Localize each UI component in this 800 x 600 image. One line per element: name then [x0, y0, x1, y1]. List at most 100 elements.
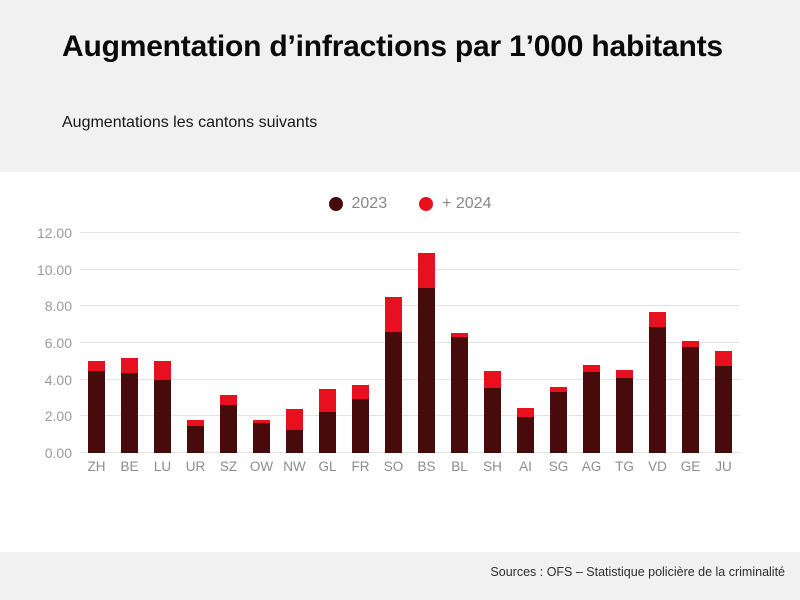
bar-segment-2024	[682, 341, 699, 347]
y-axis-tick-label: 2.00	[44, 408, 72, 425]
gridline	[80, 342, 740, 343]
x-axis-tick-label: TG	[615, 459, 634, 474]
y-axis-tick-label: 4.00	[44, 371, 72, 388]
x-axis-tick-label: AI	[519, 459, 532, 474]
x-axis-tick-label: BL	[451, 459, 468, 474]
chart-legend: 2023 + 2024	[80, 195, 740, 213]
bar-segment-2023	[583, 372, 600, 453]
bar-ag	[583, 365, 600, 453]
legend-dot-2024-icon	[419, 197, 434, 211]
x-axis-tick-label: SO	[383, 459, 404, 474]
chart-panel: 2023 + 2024 ZH BE LU UR SZ OW NW GL FR SO BS BL SH AI…	[0, 172, 800, 552]
bar-segment-2024	[418, 253, 435, 288]
bar-ur	[187, 420, 204, 453]
plot-area: ZH BE LU UR SZ OW NW GL FR SO BS BL SH AI SG AG TG VD GE JU	[80, 232, 740, 474]
bar-zh	[88, 361, 105, 453]
bar-segment-2023	[550, 391, 567, 453]
bar-segment-2024	[385, 297, 402, 332]
bar-segment-2024	[286, 409, 303, 431]
bar-bl	[451, 332, 468, 453]
gridline	[80, 305, 740, 307]
bar-segment-2024	[154, 361, 171, 380]
bar-segment-2024	[649, 311, 666, 327]
bar-segment-2024	[616, 369, 633, 378]
bar-bs	[418, 253, 435, 453]
legend-item-2024: + 2024	[419, 195, 491, 213]
bar-tg	[616, 369, 633, 453]
bar-segment-2023	[517, 417, 534, 453]
bar-segment-2024	[484, 371, 501, 388]
gridline	[80, 415, 740, 417]
bar-segment-2024	[187, 420, 204, 426]
legend-dot-2023-icon	[328, 197, 343, 211]
y-axis-tick-label: 12.00	[36, 225, 72, 241]
bar-segment-2024	[451, 332, 468, 337]
bar-segment-2024	[715, 351, 732, 366]
bar-sz	[220, 395, 237, 453]
bar-ai	[517, 408, 534, 453]
bar-segment-2023	[616, 377, 633, 453]
bar-segment-2023	[418, 288, 435, 453]
gridline	[80, 232, 740, 233]
bar-segment-2024	[517, 408, 534, 418]
gridline	[80, 378, 740, 380]
bar-be	[121, 357, 138, 453]
chart-subtitle: Augmentations les cantons suivants	[62, 114, 318, 131]
x-axis-tick-label: SZ	[219, 459, 238, 474]
bar-segment-2023	[715, 365, 732, 453]
bar-segment-2024	[121, 357, 138, 374]
bar-segment-2024	[550, 387, 567, 392]
x-axis-tick-label: SH	[483, 459, 502, 474]
x-axis-tick-label: NW	[283, 459, 306, 474]
bar-segment-2023	[154, 379, 171, 453]
x-axis-tick-label: BS	[417, 459, 436, 474]
y-axis-tick-label: 0.00	[44, 445, 72, 461]
bar-segment-2023	[451, 336, 468, 453]
bar-lu	[154, 361, 171, 453]
x-axis-tick-label: ZH	[87, 459, 106, 474]
x-axis-tick-label: AG	[581, 459, 602, 474]
bar-vd	[649, 311, 666, 453]
bar-segment-2023	[385, 332, 402, 453]
bar-segment-2023	[319, 411, 336, 453]
x-axis-tick-label: JU	[715, 459, 732, 474]
bar-segment-2023	[253, 422, 270, 453]
bar-segment-2023	[352, 398, 369, 453]
gridline	[80, 452, 740, 453]
legend-label-2024: + 2024	[442, 195, 492, 212]
bar-segment-2023	[220, 405, 237, 453]
bar-segment-2024	[253, 420, 270, 423]
bar-nw	[286, 409, 303, 453]
x-axis-tick-label: GE	[680, 459, 701, 474]
x-axis-tick-label: LU	[153, 459, 172, 474]
x-axis-tick-label: FR	[351, 459, 370, 474]
bar-segment-2023	[649, 326, 666, 453]
y-axis-tick-label: 8.00	[44, 298, 72, 315]
source-attribution: Sources : OFS – Statistique policière de…	[490, 565, 785, 579]
bar-ju	[715, 351, 732, 453]
bar-segment-2023	[682, 346, 699, 453]
x-axis-tick-label: BE	[120, 459, 139, 474]
legend-item-2023: 2023	[328, 195, 387, 213]
x-axis-tick-label: VD	[648, 459, 667, 474]
chart-footer: Sources : OFS – Statistique policière de…	[0, 552, 800, 600]
bar-segment-2023	[484, 387, 501, 453]
bar-segment-2024	[352, 385, 369, 399]
bar-fr	[352, 385, 369, 453]
bar-sh	[484, 371, 501, 453]
bar-ge	[682, 341, 699, 453]
bar-segment-2023	[121, 373, 138, 453]
y-axis-tick-label: 10.00	[36, 261, 72, 278]
bar-ow	[253, 420, 270, 453]
x-axis-tick-label: UR	[185, 459, 206, 474]
bar-so	[385, 297, 402, 453]
chart-header: Augmentation d’infractions par 1’000 hab…	[0, 0, 800, 172]
bar-gl	[319, 388, 336, 453]
y-axis-tick-label: 6.00	[44, 335, 72, 351]
x-axis-tick-label: SG	[548, 459, 569, 474]
bar-segment-2023	[187, 425, 204, 453]
bar-segment-2024	[88, 361, 105, 371]
gridline	[80, 268, 740, 270]
bar-segment-2024	[220, 395, 237, 406]
